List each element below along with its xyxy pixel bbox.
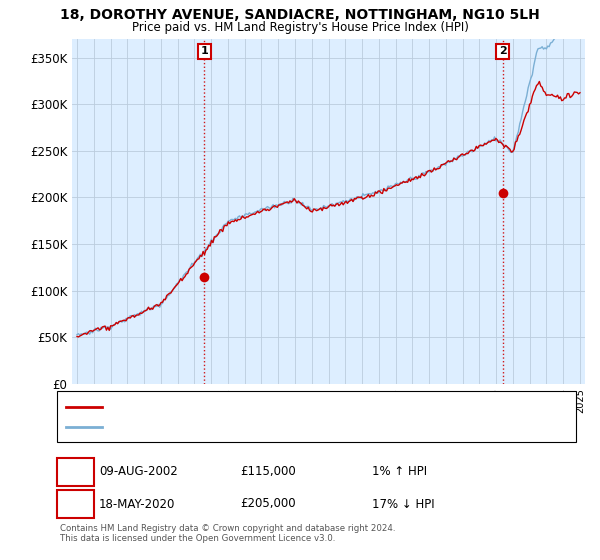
Text: 1: 1 bbox=[200, 46, 208, 57]
Text: 18, DOROTHY AVENUE, SANDIACRE, NOTTINGHAM, NG10 5LH: 18, DOROTHY AVENUE, SANDIACRE, NOTTINGHA… bbox=[60, 8, 540, 22]
Text: 18-MAY-2020: 18-MAY-2020 bbox=[99, 497, 175, 511]
Text: 2: 2 bbox=[71, 497, 80, 511]
Text: £205,000: £205,000 bbox=[240, 497, 296, 511]
Text: £115,000: £115,000 bbox=[240, 465, 296, 478]
Text: 09-AUG-2002: 09-AUG-2002 bbox=[99, 465, 178, 478]
Text: 18, DOROTHY AVENUE, SANDIACRE, NOTTINGHAM, NG10 5LH (detached house): 18, DOROTHY AVENUE, SANDIACRE, NOTTINGHA… bbox=[108, 402, 524, 412]
Text: 1: 1 bbox=[71, 465, 80, 478]
Text: 2: 2 bbox=[499, 46, 506, 57]
Text: Contains HM Land Registry data © Crown copyright and database right 2024.
This d: Contains HM Land Registry data © Crown c… bbox=[60, 524, 395, 543]
Text: HPI: Average price, detached house, Erewash: HPI: Average price, detached house, Erew… bbox=[108, 422, 345, 432]
Text: 1% ↑ HPI: 1% ↑ HPI bbox=[372, 465, 427, 478]
Text: 17% ↓ HPI: 17% ↓ HPI bbox=[372, 497, 434, 511]
Text: Price paid vs. HM Land Registry's House Price Index (HPI): Price paid vs. HM Land Registry's House … bbox=[131, 21, 469, 34]
